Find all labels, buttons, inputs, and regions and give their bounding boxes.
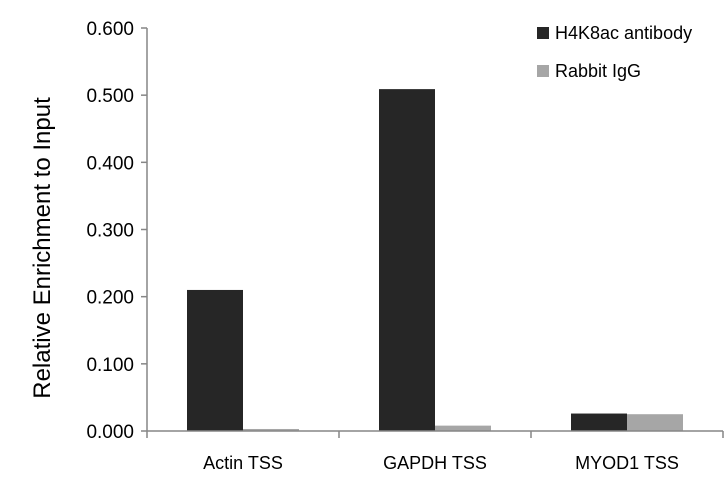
bar-rabbit-igg	[627, 414, 683, 431]
bar-h4k8ac-antibody	[379, 89, 435, 431]
x-category-label: Actin TSS	[203, 453, 283, 473]
y-axis-label: Relative Enrichment to Input	[29, 97, 56, 399]
bar-rabbit-igg	[435, 426, 491, 431]
x-axis: Actin TSS GAPDH TSS MYOD1 TSS	[147, 431, 723, 473]
legend: H4K8ac antibody Rabbit IgG	[537, 23, 692, 81]
legend-swatch	[537, 27, 549, 39]
legend-label: H4K8ac antibody	[555, 23, 692, 43]
legend-swatch	[537, 65, 549, 77]
y-tick-label: 0.600	[86, 19, 134, 40]
bar-h4k8ac-antibody	[571, 414, 627, 431]
legend-label: Rabbit IgG	[555, 61, 641, 81]
bar-h4k8ac-antibody	[187, 290, 243, 431]
y-tick-label: 0.500	[86, 86, 134, 107]
y-axis: 0.000 0.100 0.200 0.300 0.400 0.500 0.600	[86, 19, 147, 443]
bars-group	[187, 89, 683, 431]
y-tick-label: 0.100	[86, 355, 134, 376]
y-tick-label: 0.300	[86, 221, 134, 242]
y-tick-label: 0.400	[86, 153, 134, 174]
x-category-label: GAPDH TSS	[383, 453, 487, 473]
y-tick-label: 0.200	[86, 288, 134, 309]
y-tick-label: 0.000	[86, 422, 134, 443]
x-category-label: MYOD1 TSS	[575, 453, 679, 473]
